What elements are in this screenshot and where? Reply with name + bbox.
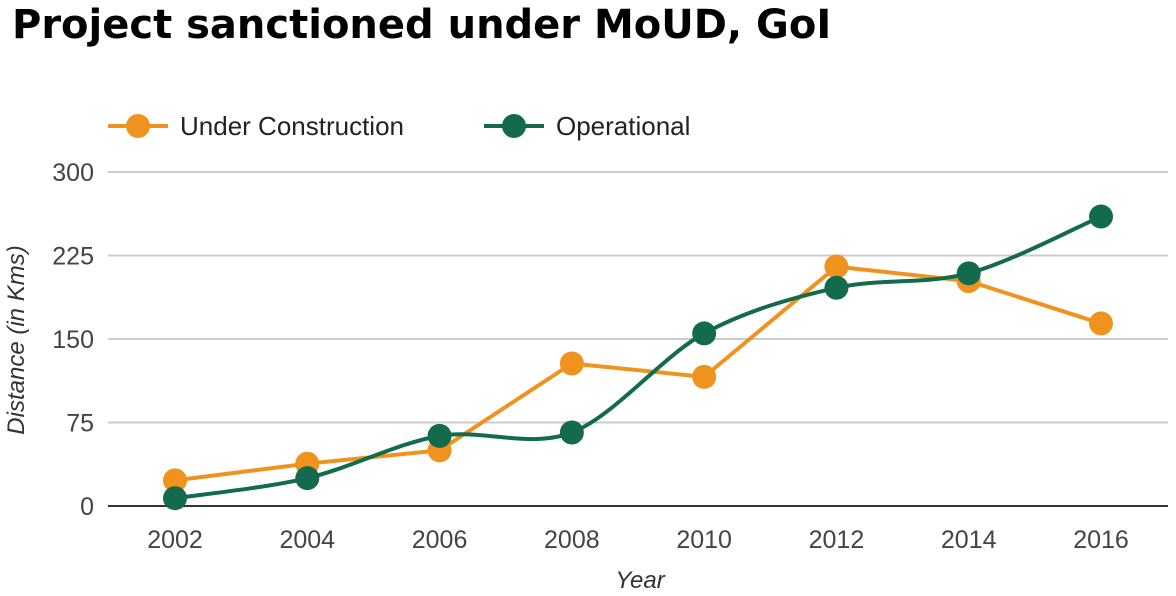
y-tick-label: 300 bbox=[52, 159, 94, 187]
x-tick-label: 2008 bbox=[544, 526, 600, 554]
x-tick-label: 2010 bbox=[676, 526, 732, 554]
data-point bbox=[1089, 311, 1113, 336]
data-point bbox=[824, 275, 849, 300]
series-line-0 bbox=[174, 264, 1102, 483]
y-axis-label: Distance (in Kms) bbox=[3, 245, 30, 434]
x-tick-label: 2014 bbox=[941, 526, 997, 554]
data-point bbox=[956, 261, 981, 286]
gridlines bbox=[108, 171, 1168, 507]
x-axis-ticks: 2002 2004 2006 2008 2010 2012 2014 2016 bbox=[147, 526, 1129, 554]
chart-title: Project sanctioned under MoUD, GoI bbox=[12, 2, 832, 48]
y-tick-label: 0 bbox=[80, 493, 94, 521]
x-tick-label: 2004 bbox=[279, 526, 335, 554]
data-point bbox=[559, 420, 584, 445]
data-point bbox=[824, 254, 849, 279]
data-point bbox=[1089, 204, 1113, 229]
data-point bbox=[295, 466, 320, 491]
series-points bbox=[163, 204, 1113, 511]
data-point bbox=[163, 468, 187, 493]
x-tick-label: 2016 bbox=[1073, 526, 1129, 554]
data-point bbox=[692, 364, 717, 389]
x-tick-label: 2006 bbox=[412, 526, 468, 554]
data-point bbox=[427, 423, 452, 448]
y-tick-label: 225 bbox=[52, 243, 94, 271]
legend-marker bbox=[126, 114, 150, 138]
legend: Under Construction Operational bbox=[108, 111, 690, 141]
legend-label: Under Construction bbox=[180, 111, 404, 141]
x-tick-label: 2012 bbox=[809, 526, 865, 554]
y-axis-ticks: 0 75 150 225 300 bbox=[52, 159, 94, 521]
data-point bbox=[692, 321, 717, 346]
legend-marker bbox=[502, 114, 526, 138]
legend-label: Operational bbox=[556, 111, 690, 141]
data-point bbox=[163, 486, 187, 511]
data-point bbox=[559, 351, 584, 376]
x-axis-label: Year bbox=[615, 567, 665, 594]
y-tick-label: 75 bbox=[66, 410, 94, 438]
x-tick-label: 2002 bbox=[147, 526, 203, 554]
y-tick-label: 150 bbox=[52, 326, 94, 354]
